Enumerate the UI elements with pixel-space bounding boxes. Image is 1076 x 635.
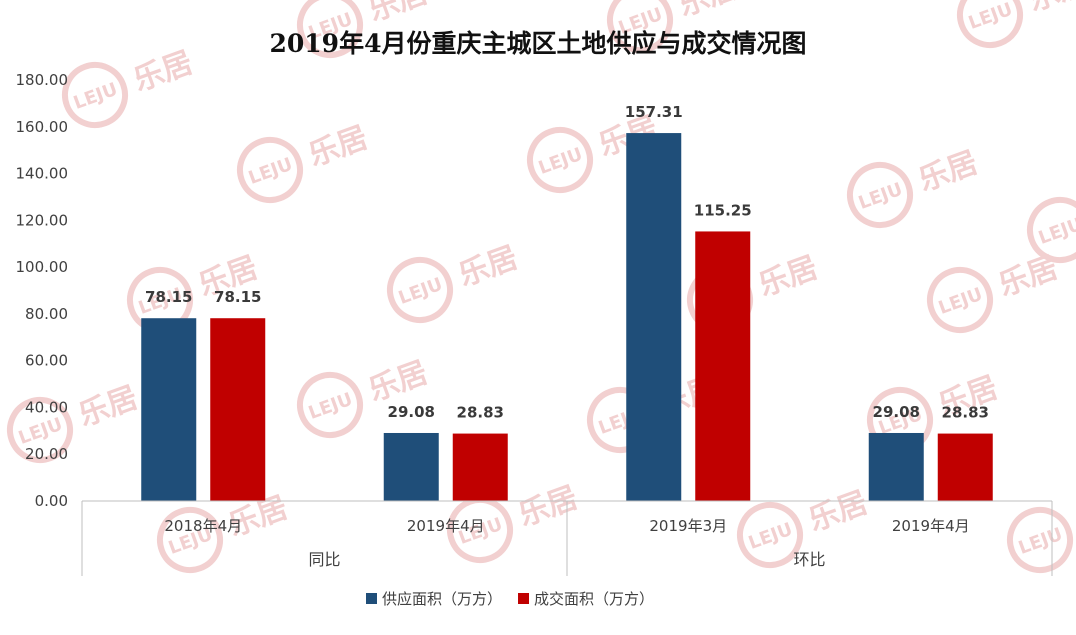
svg-text:乐居: 乐居: [914, 145, 982, 198]
legend-label: 成交面积（万方）: [534, 590, 654, 608]
bar: [383, 432, 439, 501]
watermark-logo: LEJU 乐居: [957, 0, 1076, 48]
y-tick-label: 80.00: [25, 305, 68, 323]
svg-text:乐居: 乐居: [454, 240, 522, 293]
y-tick-label: 140.00: [16, 165, 69, 183]
svg-text:LEJU: LEJU: [246, 154, 296, 189]
bar: [626, 133, 682, 501]
svg-text:乐居: 乐居: [129, 45, 197, 98]
svg-text:乐居: 乐居: [1024, 0, 1076, 18]
data-label: 29.08: [388, 403, 435, 421]
group-label: 环比: [793, 550, 825, 569]
x-tick-label: 2018年4月: [164, 517, 242, 535]
y-tick-label: 0.00: [35, 492, 68, 510]
y-tick-label: 40.00: [25, 398, 68, 416]
data-label: 78.15: [214, 288, 261, 306]
legend-label: 供应面积（万方）: [382, 590, 502, 608]
chart-title: 2019年4月份重庆主城区土地供应与成交情况图: [270, 29, 807, 58]
y-tick-label: 180.00: [16, 71, 69, 89]
data-label: 28.83: [942, 404, 989, 422]
svg-text:LEJU: LEJU: [536, 144, 586, 179]
svg-text:乐居: 乐居: [304, 120, 372, 173]
x-tick-label: 2019年3月: [649, 517, 727, 535]
data-label: 29.08: [873, 403, 920, 421]
y-tick-label: 20.00: [25, 445, 68, 463]
bar: [868, 432, 924, 501]
bars: 78.15 29.08 157.31 29.08 78.15 28.83 115.25 28.…: [141, 103, 993, 501]
bar: [695, 231, 751, 501]
y-tick-label: 100.00: [16, 258, 69, 276]
svg-text:LEJU: LEJU: [966, 0, 1016, 34]
legend-swatch: [366, 593, 377, 604]
bar: [937, 433, 993, 501]
svg-text:乐居: 乐居: [754, 250, 822, 303]
svg-text:乐居: 乐居: [804, 485, 872, 538]
svg-text:乐居: 乐居: [514, 480, 582, 533]
y-axis: 0.00 20.00 40.00 60.00 80.00 100.00 120.00 140.…: [16, 71, 69, 510]
bar: [141, 318, 197, 501]
svg-text:LEJU: LEJU: [71, 79, 121, 114]
data-label: 28.83: [457, 404, 504, 422]
svg-text:LEJU: LEJU: [856, 179, 906, 214]
x-tick-label: 2019年4月: [407, 517, 485, 535]
group-label: 同比: [308, 550, 340, 569]
data-label: 115.25: [694, 201, 752, 219]
legend: 供应面积（万方） 成交面积（万方）: [366, 590, 654, 608]
svg-text:乐居: 乐居: [994, 250, 1062, 303]
svg-text:LEJU: LEJU: [306, 389, 356, 424]
legend-swatch: [518, 593, 530, 604]
svg-text:乐居: 乐居: [74, 380, 142, 433]
x-tick-label: 2019年4月: [892, 517, 970, 535]
y-tick-label: 60.00: [25, 352, 68, 370]
y-tick-label: 120.00: [16, 211, 69, 229]
svg-text:LEJU: LEJU: [746, 519, 796, 554]
svg-text:LEJU: LEJU: [936, 284, 986, 319]
svg-text:LEJU: LEJU: [1036, 214, 1076, 249]
svg-text:LEJU: LEJU: [16, 414, 66, 449]
svg-text:LEJU: LEJU: [1016, 524, 1066, 559]
bar: [210, 318, 266, 501]
svg-text:乐居: 乐居: [364, 355, 432, 408]
svg-text:乐居: 乐居: [364, 0, 432, 28]
y-tick-label: 160.00: [16, 118, 69, 136]
data-label: 157.31: [625, 103, 683, 121]
svg-text:乐居: 乐居: [674, 0, 742, 23]
data-label: 78.15: [145, 288, 192, 306]
svg-text:LEJU: LEJU: [396, 274, 446, 309]
bar: [452, 433, 508, 501]
